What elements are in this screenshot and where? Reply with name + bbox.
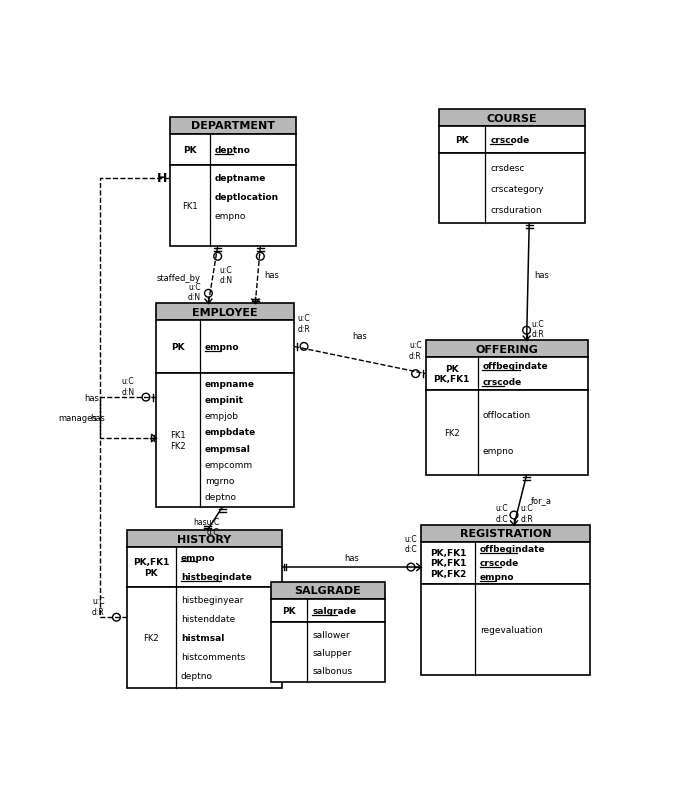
Text: manages: manages <box>59 414 97 423</box>
Text: u:C
d:N: u:C d:N <box>188 282 201 302</box>
Text: DEPARTMENT: DEPARTMENT <box>190 121 275 132</box>
Text: has: has <box>264 271 279 280</box>
Text: OFFERING: OFFERING <box>475 344 538 354</box>
Text: u:C
d:R: u:C d:R <box>409 341 422 360</box>
Text: salupper: salupper <box>312 648 351 657</box>
Text: REGISTRATION: REGISTRATION <box>460 529 551 539</box>
Text: u:C
d:C: u:C d:C <box>404 534 417 553</box>
Text: PK,FK1
PK: PK,FK1 PK <box>133 557 170 577</box>
Text: histenddate: histenddate <box>181 614 235 623</box>
Text: crscategory: crscategory <box>490 184 544 193</box>
Text: H: H <box>157 172 167 185</box>
Bar <box>270 582 386 599</box>
Bar <box>170 166 295 247</box>
Text: empinit: empinit <box>205 395 244 404</box>
Text: has: has <box>534 270 549 279</box>
Bar <box>421 542 590 584</box>
Text: sallower: sallower <box>312 630 350 638</box>
Text: offlocation: offlocation <box>482 410 531 419</box>
Text: HISTORY: HISTORY <box>177 534 231 545</box>
Text: PK: PK <box>282 606 296 615</box>
Text: salgrade: salgrade <box>312 606 356 615</box>
Bar <box>439 110 584 127</box>
Text: empmsal: empmsal <box>205 444 250 453</box>
Text: empno: empno <box>181 553 215 562</box>
Bar <box>426 358 589 391</box>
Bar <box>426 391 589 476</box>
Text: PK: PK <box>171 342 185 351</box>
Text: empname: empname <box>205 379 255 388</box>
Text: u:C
d:N: u:C d:N <box>219 265 233 285</box>
Text: histmsal: histmsal <box>181 634 224 642</box>
Text: deptno: deptno <box>205 492 237 501</box>
Bar <box>156 304 294 321</box>
Text: deptname: deptname <box>215 174 266 183</box>
Text: u:C
d:R: u:C d:R <box>298 314 310 333</box>
Text: empno: empno <box>480 573 514 581</box>
Text: crsdesc: crsdesc <box>490 164 524 172</box>
Text: PK
PK,FK1: PK PK,FK1 <box>433 364 470 384</box>
Text: EMPLOYEE: EMPLOYEE <box>192 307 258 318</box>
Text: SALGRADE: SALGRADE <box>295 585 362 596</box>
Text: deptlocation: deptlocation <box>215 192 279 201</box>
Bar <box>421 525 590 542</box>
Bar <box>439 154 584 224</box>
Text: deptno: deptno <box>215 146 250 155</box>
Bar <box>170 135 295 166</box>
Text: empcomm: empcomm <box>205 460 253 469</box>
Text: hasu:C
d:C: hasu:C d:C <box>193 517 219 537</box>
Text: has: has <box>353 332 367 341</box>
Text: empno: empno <box>215 212 246 221</box>
Text: u:C
d:R: u:C d:R <box>92 597 105 616</box>
Text: COURSE: COURSE <box>486 114 537 124</box>
Text: regevaluation: regevaluation <box>480 625 542 634</box>
Text: histcomments: histcomments <box>181 652 245 662</box>
Text: empbdate: empbdate <box>205 427 256 437</box>
Text: has: has <box>90 414 105 423</box>
Text: FK2: FK2 <box>444 428 460 438</box>
Bar <box>156 373 294 508</box>
Text: PK,FK1
PK,FK1
PK,FK2: PK,FK1 PK,FK1 PK,FK2 <box>430 548 466 578</box>
Text: mgrno: mgrno <box>205 476 234 485</box>
Text: staffed_by: staffed_by <box>157 274 201 283</box>
Text: PK: PK <box>184 146 197 155</box>
Bar <box>270 622 386 683</box>
Text: PK: PK <box>455 136 469 145</box>
Bar <box>170 118 295 135</box>
Text: histbeginyear: histbeginyear <box>181 595 243 604</box>
Text: u:C
d:N: u:C d:N <box>121 377 135 396</box>
Bar <box>156 321 294 373</box>
Bar <box>270 599 386 622</box>
Text: u:C
d:R: u:C d:R <box>520 504 533 523</box>
Bar <box>126 531 282 548</box>
Bar <box>426 341 589 358</box>
Text: FK1
FK2: FK1 FK2 <box>170 431 186 450</box>
Text: FK2: FK2 <box>144 634 159 642</box>
Text: deptno: deptno <box>181 671 213 680</box>
Text: has: has <box>344 553 359 563</box>
Text: offbegindate: offbegindate <box>480 545 545 553</box>
Text: u:C
d:C: u:C d:C <box>495 504 508 523</box>
Text: crscode: crscode <box>480 558 519 568</box>
Bar <box>126 587 282 688</box>
Text: crscode: crscode <box>482 378 522 387</box>
Text: offbegindate: offbegindate <box>482 362 548 371</box>
Text: empjob: empjob <box>205 411 239 420</box>
Text: has: has <box>83 394 99 403</box>
Bar <box>421 584 590 675</box>
Text: for_a: for_a <box>531 496 552 505</box>
Text: FK1: FK1 <box>182 202 198 211</box>
Text: histbegindate: histbegindate <box>181 573 252 581</box>
Bar <box>439 127 584 154</box>
Text: salbonus: salbonus <box>312 666 352 675</box>
Text: empno: empno <box>205 342 239 351</box>
Text: u:C
d:R: u:C d:R <box>531 319 544 338</box>
Text: empno: empno <box>482 447 514 456</box>
Bar <box>126 548 282 587</box>
Text: crscode: crscode <box>490 136 529 145</box>
Text: crsduration: crsduration <box>490 205 542 215</box>
